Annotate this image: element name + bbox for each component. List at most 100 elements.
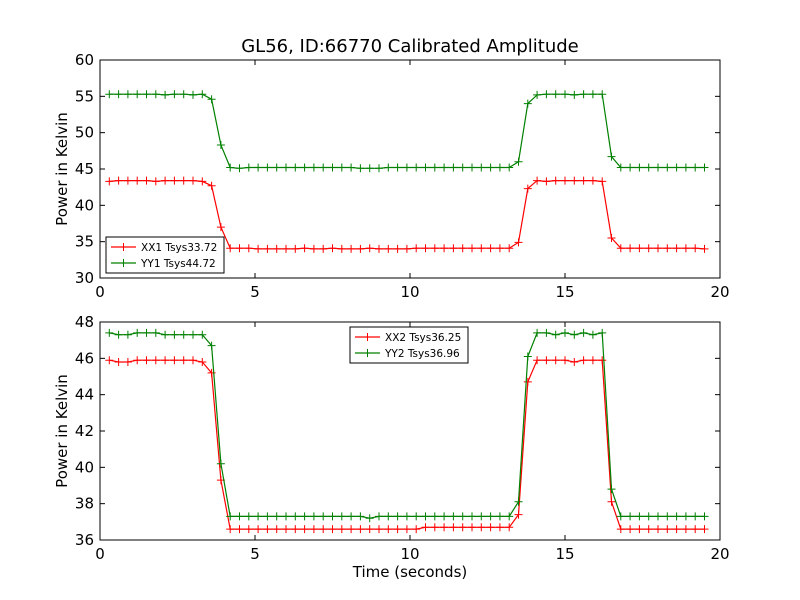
data-point bbox=[216, 223, 225, 232]
x-tick-label: 15 bbox=[555, 283, 574, 301]
data-point bbox=[468, 163, 476, 172]
data-point bbox=[337, 163, 346, 172]
data-point bbox=[254, 525, 263, 534]
data-point bbox=[644, 163, 653, 172]
data-point bbox=[282, 525, 290, 534]
data-point bbox=[654, 163, 662, 172]
data-point bbox=[375, 525, 383, 534]
data-point bbox=[179, 90, 188, 99]
data-point bbox=[542, 356, 551, 365]
legend: XX2 Tsys36.25 YY2 Tsys36.96 bbox=[349, 326, 469, 364]
legend-entry: XX2 Tsys36.25 bbox=[355, 332, 461, 344]
data-point bbox=[189, 176, 197, 185]
y-tick-label: 36 bbox=[75, 531, 94, 549]
data-point bbox=[170, 330, 179, 339]
data-point bbox=[347, 244, 356, 253]
data-point bbox=[365, 164, 374, 173]
data-point bbox=[681, 512, 690, 521]
data-point bbox=[626, 244, 635, 253]
data-point bbox=[468, 523, 476, 532]
data-point bbox=[449, 163, 458, 172]
data-point bbox=[151, 356, 160, 365]
y-tick-label: 42 bbox=[75, 422, 94, 440]
data-point bbox=[579, 90, 588, 99]
data-point bbox=[375, 164, 383, 173]
data-point bbox=[458, 244, 467, 253]
data-point bbox=[309, 525, 318, 534]
data-point bbox=[365, 525, 374, 534]
data-point bbox=[319, 244, 328, 253]
data-point bbox=[412, 244, 421, 253]
y-axis-label: Power in Kelvin bbox=[53, 374, 71, 488]
legend-marker bbox=[363, 333, 372, 341]
data-point bbox=[570, 330, 579, 339]
data-point bbox=[681, 163, 690, 172]
data-point bbox=[495, 523, 504, 532]
data-point bbox=[263, 525, 272, 534]
data-point bbox=[170, 90, 179, 99]
data-point bbox=[282, 163, 290, 172]
data-point bbox=[607, 485, 616, 494]
data-point bbox=[384, 244, 393, 253]
data-point bbox=[319, 163, 328, 172]
data-point bbox=[477, 523, 486, 532]
data-point bbox=[244, 512, 253, 521]
data-point bbox=[700, 163, 709, 172]
y-tick-label: 30 bbox=[75, 269, 94, 287]
y-tick-label: 50 bbox=[75, 124, 94, 142]
series-2 bbox=[105, 90, 709, 173]
data-point bbox=[421, 244, 430, 253]
y-tick-label: 44 bbox=[75, 386, 94, 404]
data-point bbox=[179, 356, 188, 365]
data-point bbox=[198, 177, 207, 186]
data-point bbox=[616, 525, 625, 534]
data-point bbox=[514, 510, 523, 519]
data-point bbox=[123, 176, 132, 185]
data-point bbox=[486, 244, 495, 253]
data-point bbox=[598, 90, 607, 99]
data-point bbox=[421, 163, 430, 172]
data-point bbox=[309, 512, 318, 521]
data-point bbox=[142, 328, 151, 337]
data-point bbox=[672, 512, 681, 521]
data-point bbox=[700, 244, 709, 253]
data-point bbox=[198, 358, 207, 366]
series-2 bbox=[105, 328, 709, 523]
legend-marker bbox=[119, 243, 128, 251]
data-point bbox=[505, 512, 514, 521]
data-point bbox=[328, 525, 337, 534]
data-point bbox=[598, 356, 607, 365]
data-point bbox=[654, 525, 662, 534]
data-point bbox=[644, 244, 653, 253]
data-point bbox=[691, 512, 700, 521]
data-point bbox=[347, 512, 356, 521]
data-point bbox=[514, 238, 523, 247]
data-point bbox=[635, 244, 644, 253]
data-point bbox=[356, 164, 365, 173]
y-tick-label: 48 bbox=[75, 313, 94, 331]
data-point bbox=[561, 176, 569, 185]
lower-plot: 0 5 10 15 20 36 38 40 42 44 46 48 Power in Kelvin Tim… bbox=[53, 313, 730, 581]
data-point bbox=[607, 234, 616, 242]
data-point bbox=[588, 90, 597, 99]
data-point bbox=[449, 244, 458, 253]
data-point bbox=[254, 163, 263, 172]
data-point bbox=[533, 176, 542, 185]
data-point bbox=[105, 90, 114, 99]
data-point bbox=[681, 244, 690, 253]
data-point bbox=[347, 525, 356, 534]
data-point bbox=[458, 523, 467, 532]
data-point bbox=[542, 328, 551, 337]
data-point bbox=[170, 356, 179, 365]
series-1 bbox=[105, 176, 709, 253]
data-point bbox=[635, 512, 644, 521]
y-axis-label: Power in Kelvin bbox=[53, 112, 71, 226]
data-point bbox=[133, 356, 142, 365]
data-point bbox=[486, 523, 495, 532]
data-point bbox=[402, 512, 411, 521]
data-point bbox=[207, 181, 216, 190]
data-point bbox=[402, 525, 411, 534]
data-point bbox=[272, 525, 281, 534]
data-point bbox=[244, 163, 253, 172]
data-point bbox=[486, 163, 495, 172]
